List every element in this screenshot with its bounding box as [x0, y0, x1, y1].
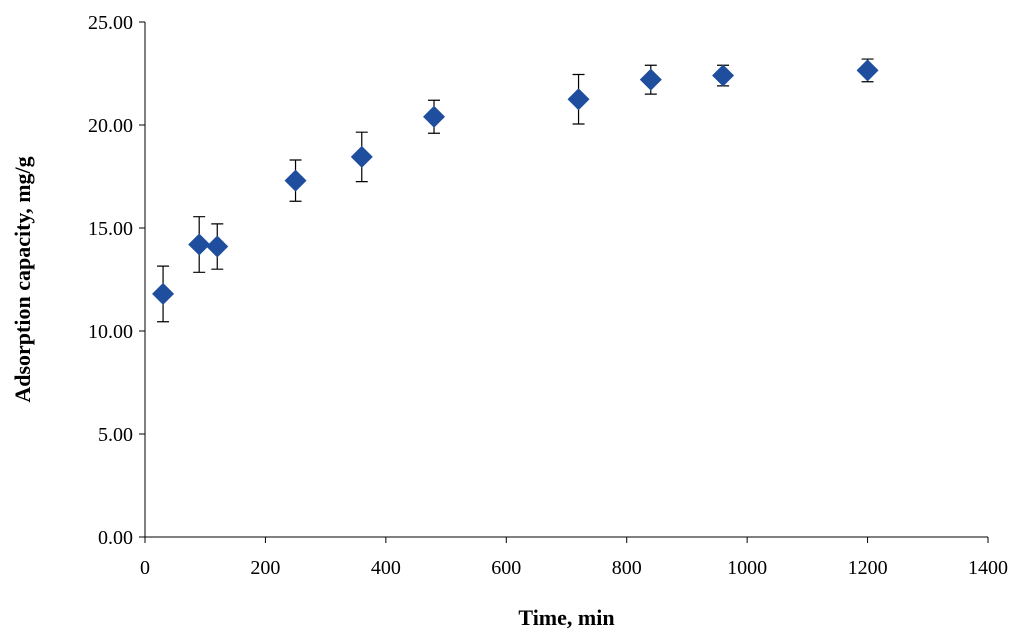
axes — [144, 22, 988, 538]
x-tick-label: 1000 — [727, 557, 767, 579]
data-markers — [152, 59, 879, 305]
data-point — [284, 169, 307, 192]
x-tick-label: 600 — [491, 557, 521, 579]
data-point — [350, 145, 373, 168]
x-ticks: 0 200 400 600 800 1000 1200 1400 — [140, 537, 1008, 579]
x-axis-title: Time, min — [518, 605, 614, 630]
data-point — [188, 233, 211, 256]
y-tick-label: 5.00 — [98, 424, 133, 446]
y-tick-label: 10.00 — [88, 321, 133, 343]
y-tick-label: 20.00 — [88, 115, 133, 137]
x-tick-label: 1200 — [848, 557, 888, 579]
x-tick-label: 800 — [612, 557, 642, 579]
data-point — [423, 105, 446, 128]
y-ticks: 0.00 5.00 10.00 15.00 20.00 25.00 — [88, 12, 145, 549]
data-point — [856, 59, 879, 82]
data-point — [206, 235, 229, 258]
y-axis-title: Adsorption capacity, mg/g — [10, 156, 35, 402]
data-point — [712, 64, 735, 87]
data-point — [152, 282, 175, 305]
data-point — [567, 88, 590, 111]
x-tick-label: 0 — [140, 557, 150, 579]
y-tick-label: 25.00 — [88, 12, 133, 34]
x-tick-label: 1400 — [968, 557, 1008, 579]
x-tick-label: 200 — [250, 557, 280, 579]
y-tick-label: 15.00 — [88, 218, 133, 240]
y-tick-label: 0.00 — [98, 527, 133, 549]
x-tick-label: 400 — [371, 557, 401, 579]
data-point — [639, 68, 662, 91]
error-bars — [157, 58, 874, 323]
